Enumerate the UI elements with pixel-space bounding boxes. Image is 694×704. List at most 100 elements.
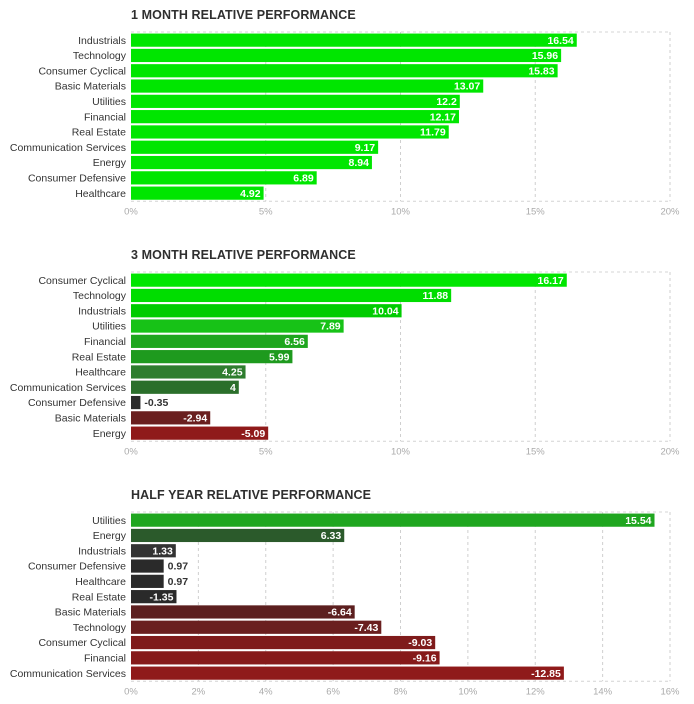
chart-title: HALF YEAR RELATIVE PERFORMANCE <box>131 488 372 502</box>
category-label: Real Estate <box>72 127 126 139</box>
value-label: 10.04 <box>372 305 398 317</box>
value-label: 16.54 <box>547 35 573 47</box>
value-label: 11.79 <box>420 127 446 139</box>
value-label: 0.97 <box>168 576 189 588</box>
category-label: Real Estate <box>72 351 126 363</box>
x-tick-label: 20% <box>660 446 680 457</box>
bar <box>131 94 460 108</box>
category-label: Consumer Cyclical <box>38 65 126 77</box>
category-label: Healthcare <box>75 188 126 200</box>
value-label: -9.03 <box>408 637 432 649</box>
x-tick-label: 0% <box>124 686 138 697</box>
category-label: Energy <box>93 428 127 440</box>
bar <box>131 171 317 185</box>
category-label: Communication Services <box>10 142 126 154</box>
value-label: 12.2 <box>436 96 457 108</box>
category-label: Consumer Defensive <box>28 397 126 409</box>
category-label: Financial <box>84 336 126 348</box>
category-label: Financial <box>84 111 126 123</box>
bar <box>131 620 382 634</box>
bar <box>131 544 176 558</box>
category-label: Consumer Cyclical <box>38 637 126 649</box>
x-tick-label: 0% <box>124 206 138 217</box>
x-tick-label: 10% <box>391 206 411 217</box>
value-label: 1.33 <box>152 545 173 557</box>
value-label: -6.64 <box>328 607 352 619</box>
value-label: 6.56 <box>284 336 305 348</box>
category-label: Healthcare <box>75 367 126 379</box>
bar <box>131 395 141 410</box>
chart-panel-3-month: 3 MONTH RELATIVE PERFORMANCE 0% 5% 10% 15% 2… <box>0 240 694 465</box>
x-tick-label: 6% <box>326 686 340 697</box>
value-label: 11.88 <box>422 290 448 302</box>
value-label: 15.96 <box>532 50 558 62</box>
bar <box>131 411 211 425</box>
category-label: Technology <box>73 50 127 62</box>
bar <box>131 304 402 318</box>
value-label: -12.85 <box>531 668 561 680</box>
category-label: Financial <box>84 652 126 664</box>
category-label: Consumer Cyclical <box>38 275 126 287</box>
bar <box>131 590 177 604</box>
bar <box>131 273 567 287</box>
chart-title: 3 MONTH RELATIVE PERFORMANCE <box>131 248 356 262</box>
category-label: Communication Services <box>10 382 126 394</box>
chart-panel-1-month: 1 MONTH RELATIVE PERFORMANCE 0% 5% 10% 15% 2… <box>0 0 694 225</box>
category-label: Basic Materials <box>55 607 126 619</box>
chart-panel-half-year: HALF YEAR RELATIVE PERFORMANCE 0% 2% 4% 6% 8… <box>0 480 694 704</box>
value-label: 9.17 <box>355 142 376 154</box>
x-tick-label: 4% <box>259 686 273 697</box>
category-label: Basic Materials <box>55 412 126 424</box>
bar <box>131 350 293 364</box>
x-tick-label: 16% <box>660 686 680 697</box>
category-label: Industrials <box>78 35 126 47</box>
value-label: -7.43 <box>354 622 378 634</box>
value-label: 5.99 <box>269 351 290 363</box>
value-label: 6.89 <box>293 172 314 184</box>
category-label: Healthcare <box>75 576 126 588</box>
x-tick-label: 12% <box>526 686 546 697</box>
value-label: -9.16 <box>413 652 437 664</box>
category-label: Communication Services <box>10 668 126 680</box>
bar <box>131 365 246 379</box>
category-label: Consumer Defensive <box>28 172 126 184</box>
value-label: 6.33 <box>321 530 342 542</box>
bar <box>131 33 577 47</box>
bar <box>131 110 459 124</box>
bar <box>131 513 655 527</box>
bar <box>131 635 436 650</box>
value-label: -5.09 <box>241 428 265 440</box>
chart-title: 1 MONTH RELATIVE PERFORMANCE <box>131 8 356 22</box>
category-label: Energy <box>93 530 127 542</box>
bar <box>131 140 379 154</box>
bar <box>131 574 164 588</box>
bar <box>131 125 449 139</box>
x-tick-label: 20% <box>660 206 680 217</box>
x-tick-label: 14% <box>593 686 613 697</box>
bar <box>131 48 562 63</box>
value-label: -1.35 <box>150 591 174 603</box>
value-label: 12.17 <box>430 111 456 123</box>
x-tick-label: 15% <box>526 446 546 457</box>
bar <box>131 651 440 665</box>
value-label: 0.97 <box>168 561 189 573</box>
category-label: Technology <box>73 290 127 302</box>
category-label: Real Estate <box>72 591 126 603</box>
bar <box>131 186 264 200</box>
bar <box>131 666 564 680</box>
x-tick-label: 10% <box>458 686 478 697</box>
bar <box>131 155 372 170</box>
value-label: 4.25 <box>222 367 243 379</box>
value-label: 15.83 <box>528 65 554 77</box>
x-tick-label: 10% <box>391 446 411 457</box>
bar <box>131 528 345 543</box>
bar <box>131 319 344 333</box>
category-label: Energy <box>93 157 127 169</box>
x-tick-label: 2% <box>192 686 206 697</box>
bar <box>131 334 308 348</box>
x-tick-label: 15% <box>526 206 546 217</box>
bar <box>131 426 269 440</box>
bar <box>131 79 484 93</box>
category-label: Consumer Defensive <box>28 561 126 573</box>
value-label: 7.89 <box>320 321 341 333</box>
